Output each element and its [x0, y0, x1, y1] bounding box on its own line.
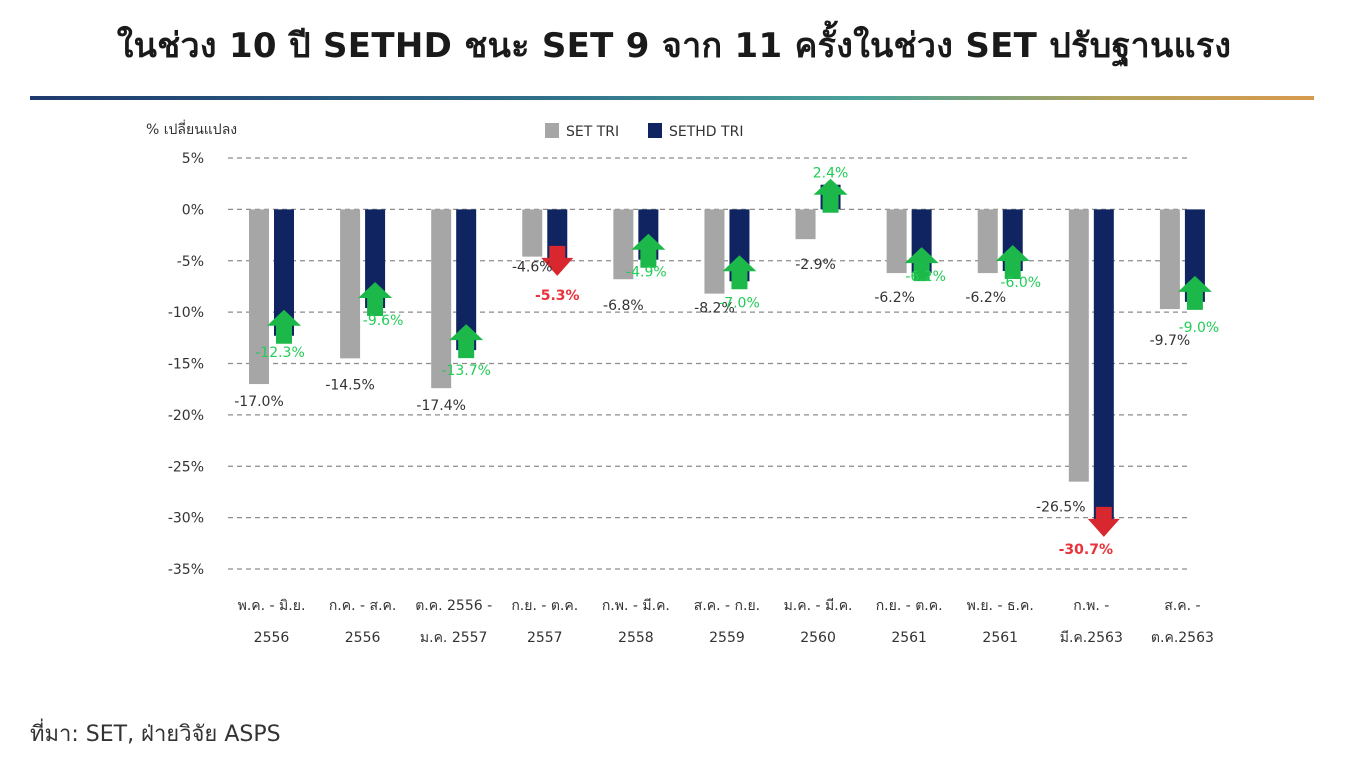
legend-label: SET TRI [566, 124, 619, 140]
x-category-label: ส.ค. - [1164, 598, 1200, 614]
data-label-set-tri: -26.5% [1036, 500, 1086, 516]
y-tick-label: -30% [168, 511, 204, 527]
y-tick-label: -25% [168, 459, 204, 475]
x-category-label: 2561 [891, 630, 927, 646]
bar-set-tri [704, 209, 725, 294]
x-category-label: 2559 [709, 630, 745, 646]
bar-set-tri [1068, 209, 1089, 482]
arrow-up-icon [722, 255, 757, 290]
data-label-sethd-tri: 2.4% [813, 166, 849, 182]
y-axis-label: % เปลี่ยนแปลง [146, 120, 237, 138]
x-category-label: ก.ค. - ส.ค. [329, 598, 397, 614]
source-note: ที่มา: SET, ฝ่ายวิจัย ASPS [30, 722, 281, 747]
y-tick-label: 0% [182, 202, 204, 218]
data-label-sethd-tri: -12.3% [255, 345, 305, 361]
data-label-sethd-tri: -6.2% [905, 269, 946, 285]
data-label-set-tri: -17.4% [416, 398, 466, 414]
bar-set-tri [977, 209, 998, 274]
arrow-down-icon [1087, 506, 1120, 537]
arrow-up-icon [358, 282, 393, 317]
arrow-up-icon [449, 324, 484, 359]
legend-swatch [648, 123, 662, 138]
bars [249, 184, 1205, 525]
data-label-sethd-tri: -13.7% [441, 363, 491, 379]
bar-chart: % เปลี่ยนแปลง SET TRI SETHD TRI 5% 0% -5% -1… [146, 120, 1219, 646]
legend-label: SETHD TRI [669, 124, 743, 140]
bar-set-tri [249, 209, 269, 385]
data-labels: -17.0% -12.3% -14.5% -9.6% -17.4% -13.7% -4.6%… [234, 166, 1219, 558]
x-category-label: ม.ค. - มี.ค. [784, 598, 853, 614]
y-tick-label: 5% [182, 151, 204, 167]
data-label-sethd-tri: -30.7% [1059, 542, 1113, 558]
data-label-sethd-tri: -6.0% [1000, 275, 1041, 291]
bar-sethd-tri [456, 209, 477, 351]
x-category-label: 2560 [800, 630, 836, 646]
bar-set-tri [886, 209, 907, 274]
data-label-set-tri: -17.0% [234, 394, 284, 410]
arrow-up-icon [813, 178, 848, 213]
arrow-up-icon [904, 247, 939, 282]
bar-sethd-tri [1184, 209, 1205, 302]
x-axis-categories: พ.ค. - มิ.ย. 2556 ก.ค. - ส.ค. 2556 ต.ค. 2556… [238, 598, 1214, 646]
arrow-up-icon [631, 233, 666, 268]
x-category-label: 2557 [527, 630, 563, 646]
bar-set-tri [1159, 209, 1180, 310]
x-category-label: 2561 [982, 630, 1018, 646]
arrow-up-icon [267, 309, 301, 344]
data-label-sethd-tri: -4.9% [626, 265, 667, 281]
legend-swatch [545, 123, 559, 138]
x-category-label: 2558 [618, 630, 654, 646]
y-tick-label: -20% [168, 408, 204, 424]
x-category-label: พ.ย. - ธ.ค. [967, 598, 1034, 614]
data-label-sethd-tri: -9.6% [363, 313, 404, 329]
y-tick-label: -35% [168, 562, 204, 578]
bar-set-tri [522, 209, 543, 257]
x-category-label: ม.ค. 2557 [420, 630, 488, 646]
y-tick-label: -15% [168, 357, 204, 373]
data-label-set-tri: -6.2% [874, 290, 915, 306]
bar-set-tri [613, 209, 634, 280]
title-divider [30, 96, 1314, 100]
x-category-label: 2556 [254, 630, 290, 646]
x-category-label: ก.ย. - ต.ค. [511, 598, 578, 614]
x-category-label: ก.พ. - [1073, 598, 1109, 614]
bar-set-tri [340, 209, 361, 359]
arrow-up-icon [995, 245, 1030, 280]
y-axis-ticks: 5% 0% -5% -10% -15% -20% -25% -30% -35% [168, 151, 204, 578]
x-category-label: ส.ค. - ก.ย. [694, 598, 760, 614]
arrow-down-icon [541, 245, 574, 276]
bar-sethd-tri [1093, 209, 1114, 525]
data-label-sethd-tri: -7.0% [719, 295, 760, 311]
y-tick-label: -5% [177, 254, 204, 270]
page-title: ในช่วง 10 ปี SETHD ชนะ SET 9 จาก 11 ครั้… [116, 26, 1232, 66]
data-label-set-tri: -9.7% [1150, 333, 1191, 349]
x-category-label: ต.ค. 2556 - [415, 598, 492, 614]
data-label-sethd-tri: -9.0% [1179, 320, 1220, 336]
x-category-label: ก.พ. - มี.ค. [602, 598, 670, 614]
data-label-set-tri: -4.6% [512, 260, 553, 276]
legend: SET TRI SETHD TRI [545, 123, 743, 140]
bar-sethd-tri [274, 209, 294, 336]
data-label-set-tri: -2.9% [795, 257, 836, 273]
y-tick-label: -10% [168, 305, 204, 321]
arrows [267, 178, 1212, 537]
bar-set-tri [795, 209, 816, 240]
data-label-set-tri: -14.5% [325, 377, 375, 393]
x-category-label: ก.ย. - ต.ค. [876, 598, 943, 614]
bar-sethd-tri [365, 209, 386, 309]
x-category-label: ต.ค.2563 [1151, 630, 1214, 646]
data-label-set-tri: -6.2% [965, 290, 1006, 306]
arrow-up-icon [1177, 275, 1212, 310]
x-category-label: 2556 [345, 630, 381, 646]
x-category-label: มี.ค.2563 [1060, 630, 1123, 646]
x-category-label: พ.ค. - มิ.ย. [238, 598, 306, 614]
bar-set-tri [431, 209, 452, 389]
data-label-set-tri: -8.2% [694, 301, 735, 317]
data-label-sethd-tri: -5.3% [535, 288, 580, 304]
data-label-set-tri: -6.8% [603, 298, 644, 314]
